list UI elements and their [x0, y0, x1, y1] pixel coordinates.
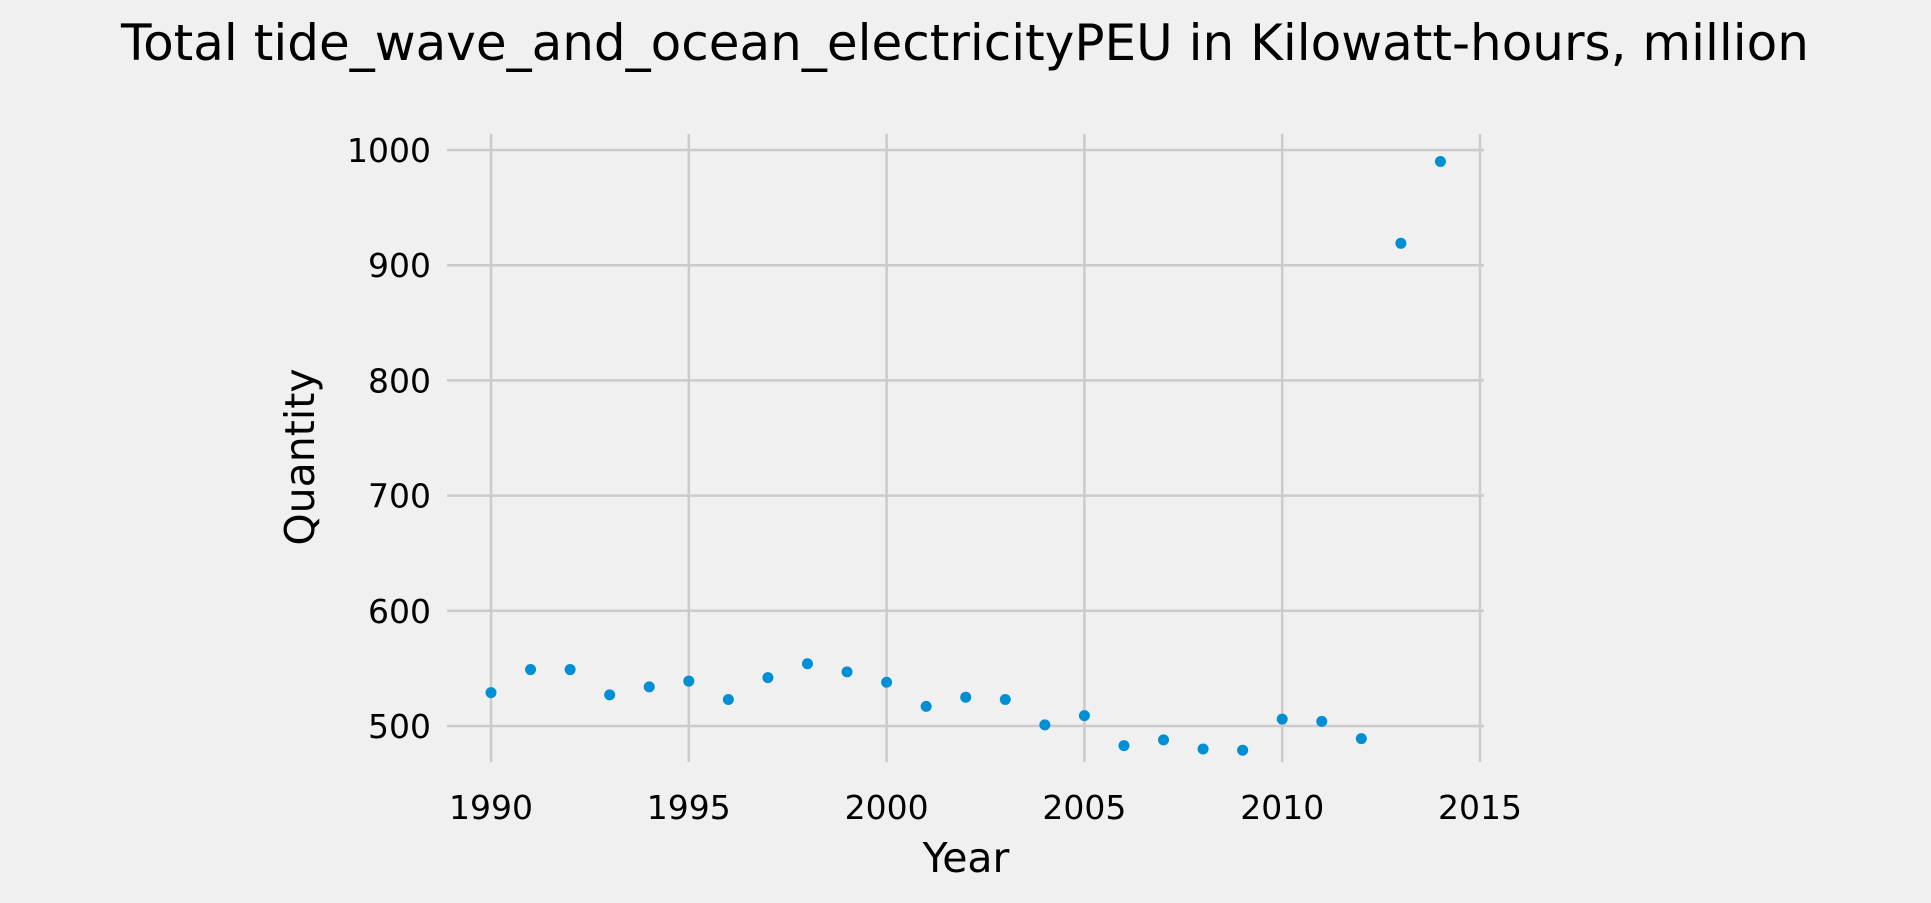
data-point [1276, 713, 1288, 725]
chart-title: Total tide_wave_and_ocean_electricityPEU… [120, 14, 1809, 72]
data-point [1078, 710, 1090, 722]
x-axis-label: Year [922, 834, 1010, 882]
x-tick-labels: 1990 1995 2000 2005 2010 2015 [449, 788, 1522, 827]
y-tick-label: 1000 [347, 131, 431, 170]
data-point [1118, 740, 1130, 752]
data-point [604, 689, 616, 701]
data-point [841, 666, 853, 678]
x-tick-label: 1990 [449, 788, 533, 827]
data-point [1395, 237, 1407, 249]
x-tick-label: 2015 [1438, 788, 1522, 827]
x-tick-label: 1995 [647, 788, 731, 827]
data-point [525, 664, 537, 676]
data-point [1197, 743, 1209, 755]
data-point [762, 672, 774, 684]
data-point [960, 691, 972, 703]
data-point [801, 658, 813, 670]
data-point [881, 676, 893, 688]
data-point [1316, 715, 1328, 727]
data-point [564, 664, 576, 676]
data-point [1434, 156, 1446, 168]
y-tick-labels: 500 600 700 800 900 1000 [347, 131, 431, 746]
y-tick-label: 700 [368, 477, 431, 516]
y-tick-label: 600 [368, 592, 431, 631]
data-point [1237, 744, 1249, 756]
y-tick-label: 800 [368, 361, 431, 400]
y-tick-label: 500 [368, 707, 431, 746]
data-point [999, 694, 1011, 706]
data-point [485, 687, 497, 699]
x-tick-label: 2010 [1240, 788, 1324, 827]
grid [447, 134, 1484, 762]
data-point [722, 694, 734, 706]
data-point [920, 700, 932, 712]
x-tick-label: 2000 [845, 788, 929, 827]
data-point [1355, 733, 1367, 745]
data-points [485, 156, 1446, 756]
y-tick-label: 900 [368, 246, 431, 285]
data-point [1158, 734, 1170, 746]
y-axis-label: Quantity [276, 368, 324, 545]
x-tick-label: 2005 [1042, 788, 1126, 827]
data-point [1039, 719, 1051, 731]
data-point [643, 681, 655, 693]
data-point [683, 675, 695, 687]
